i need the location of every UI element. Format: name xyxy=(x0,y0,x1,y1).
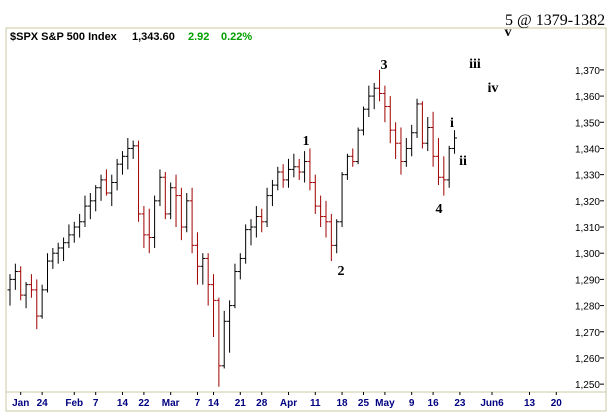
x-tick-label: Apr xyxy=(280,398,297,409)
wave-label: iv xyxy=(488,81,499,96)
x-tick-label: May xyxy=(375,398,395,409)
y-tick-label: 1,310 xyxy=(575,223,600,234)
wave-label: 4 xyxy=(436,202,443,217)
x-tick-label: 7 xyxy=(93,398,99,409)
wave-label: 3 xyxy=(381,58,388,73)
chart-title: $SPX S&P 500 Index xyxy=(10,31,118,43)
x-tick-label: 22 xyxy=(138,398,150,409)
y-tick-label: 1,270 xyxy=(575,328,600,339)
plot-frame xyxy=(5,27,607,393)
y-tick-label: 1,320 xyxy=(575,197,600,208)
x-tick-label: 18 xyxy=(336,398,348,409)
x-tick-label: 16 xyxy=(428,398,440,409)
x-tick-label: Jun6 xyxy=(480,398,504,409)
change: 2.92 xyxy=(188,31,209,43)
wave-label: 1 xyxy=(303,134,310,149)
x-tick-label: 7 xyxy=(195,398,201,409)
y-tick-label: 1,250 xyxy=(575,380,600,391)
y-tick-label: 1,290 xyxy=(575,275,600,286)
x-tick-label: 14 xyxy=(117,398,129,409)
x-tick-label: 20 xyxy=(551,398,563,409)
x-tick-label: 21 xyxy=(235,398,247,409)
wave-label: i xyxy=(450,116,454,131)
y-tick-label: 1,280 xyxy=(575,302,600,313)
x-tick-label: Jan xyxy=(12,398,29,409)
x-tick-label: 11 xyxy=(310,398,321,409)
y-tick-label: 1,260 xyxy=(575,354,600,365)
x-tick-label: Feb xyxy=(65,398,83,409)
x-tick-label: 23 xyxy=(454,398,466,409)
x-tick-label: 25 xyxy=(358,398,370,409)
change-pct: 0.22% xyxy=(221,31,252,43)
wave-label: ii xyxy=(459,154,467,169)
x-tick-label: 9 xyxy=(409,398,415,409)
target-note: 5 @ 1379-1382 xyxy=(505,12,605,29)
wave-label: 2 xyxy=(338,264,345,279)
wave-label: iii xyxy=(469,57,481,72)
x-tick-label: 24 xyxy=(37,398,49,409)
wave-label: v xyxy=(505,25,512,40)
x-tick-label: 28 xyxy=(256,398,268,409)
last-price: 1,343.60 xyxy=(132,31,175,43)
x-tick-label: Mar xyxy=(162,398,180,409)
x-axis-band xyxy=(5,391,607,412)
y-tick-label: 1,370 xyxy=(575,66,600,77)
y-tick-label: 1,330 xyxy=(575,171,600,182)
x-tick-label: 13 xyxy=(524,398,536,409)
y-tick-label: 1,300 xyxy=(575,249,600,260)
y-tick-label: 1,360 xyxy=(575,92,600,103)
y-tick-label: 1,340 xyxy=(575,144,600,155)
x-tick-label: 14 xyxy=(208,398,220,409)
y-tick-label: 1,350 xyxy=(575,118,600,129)
